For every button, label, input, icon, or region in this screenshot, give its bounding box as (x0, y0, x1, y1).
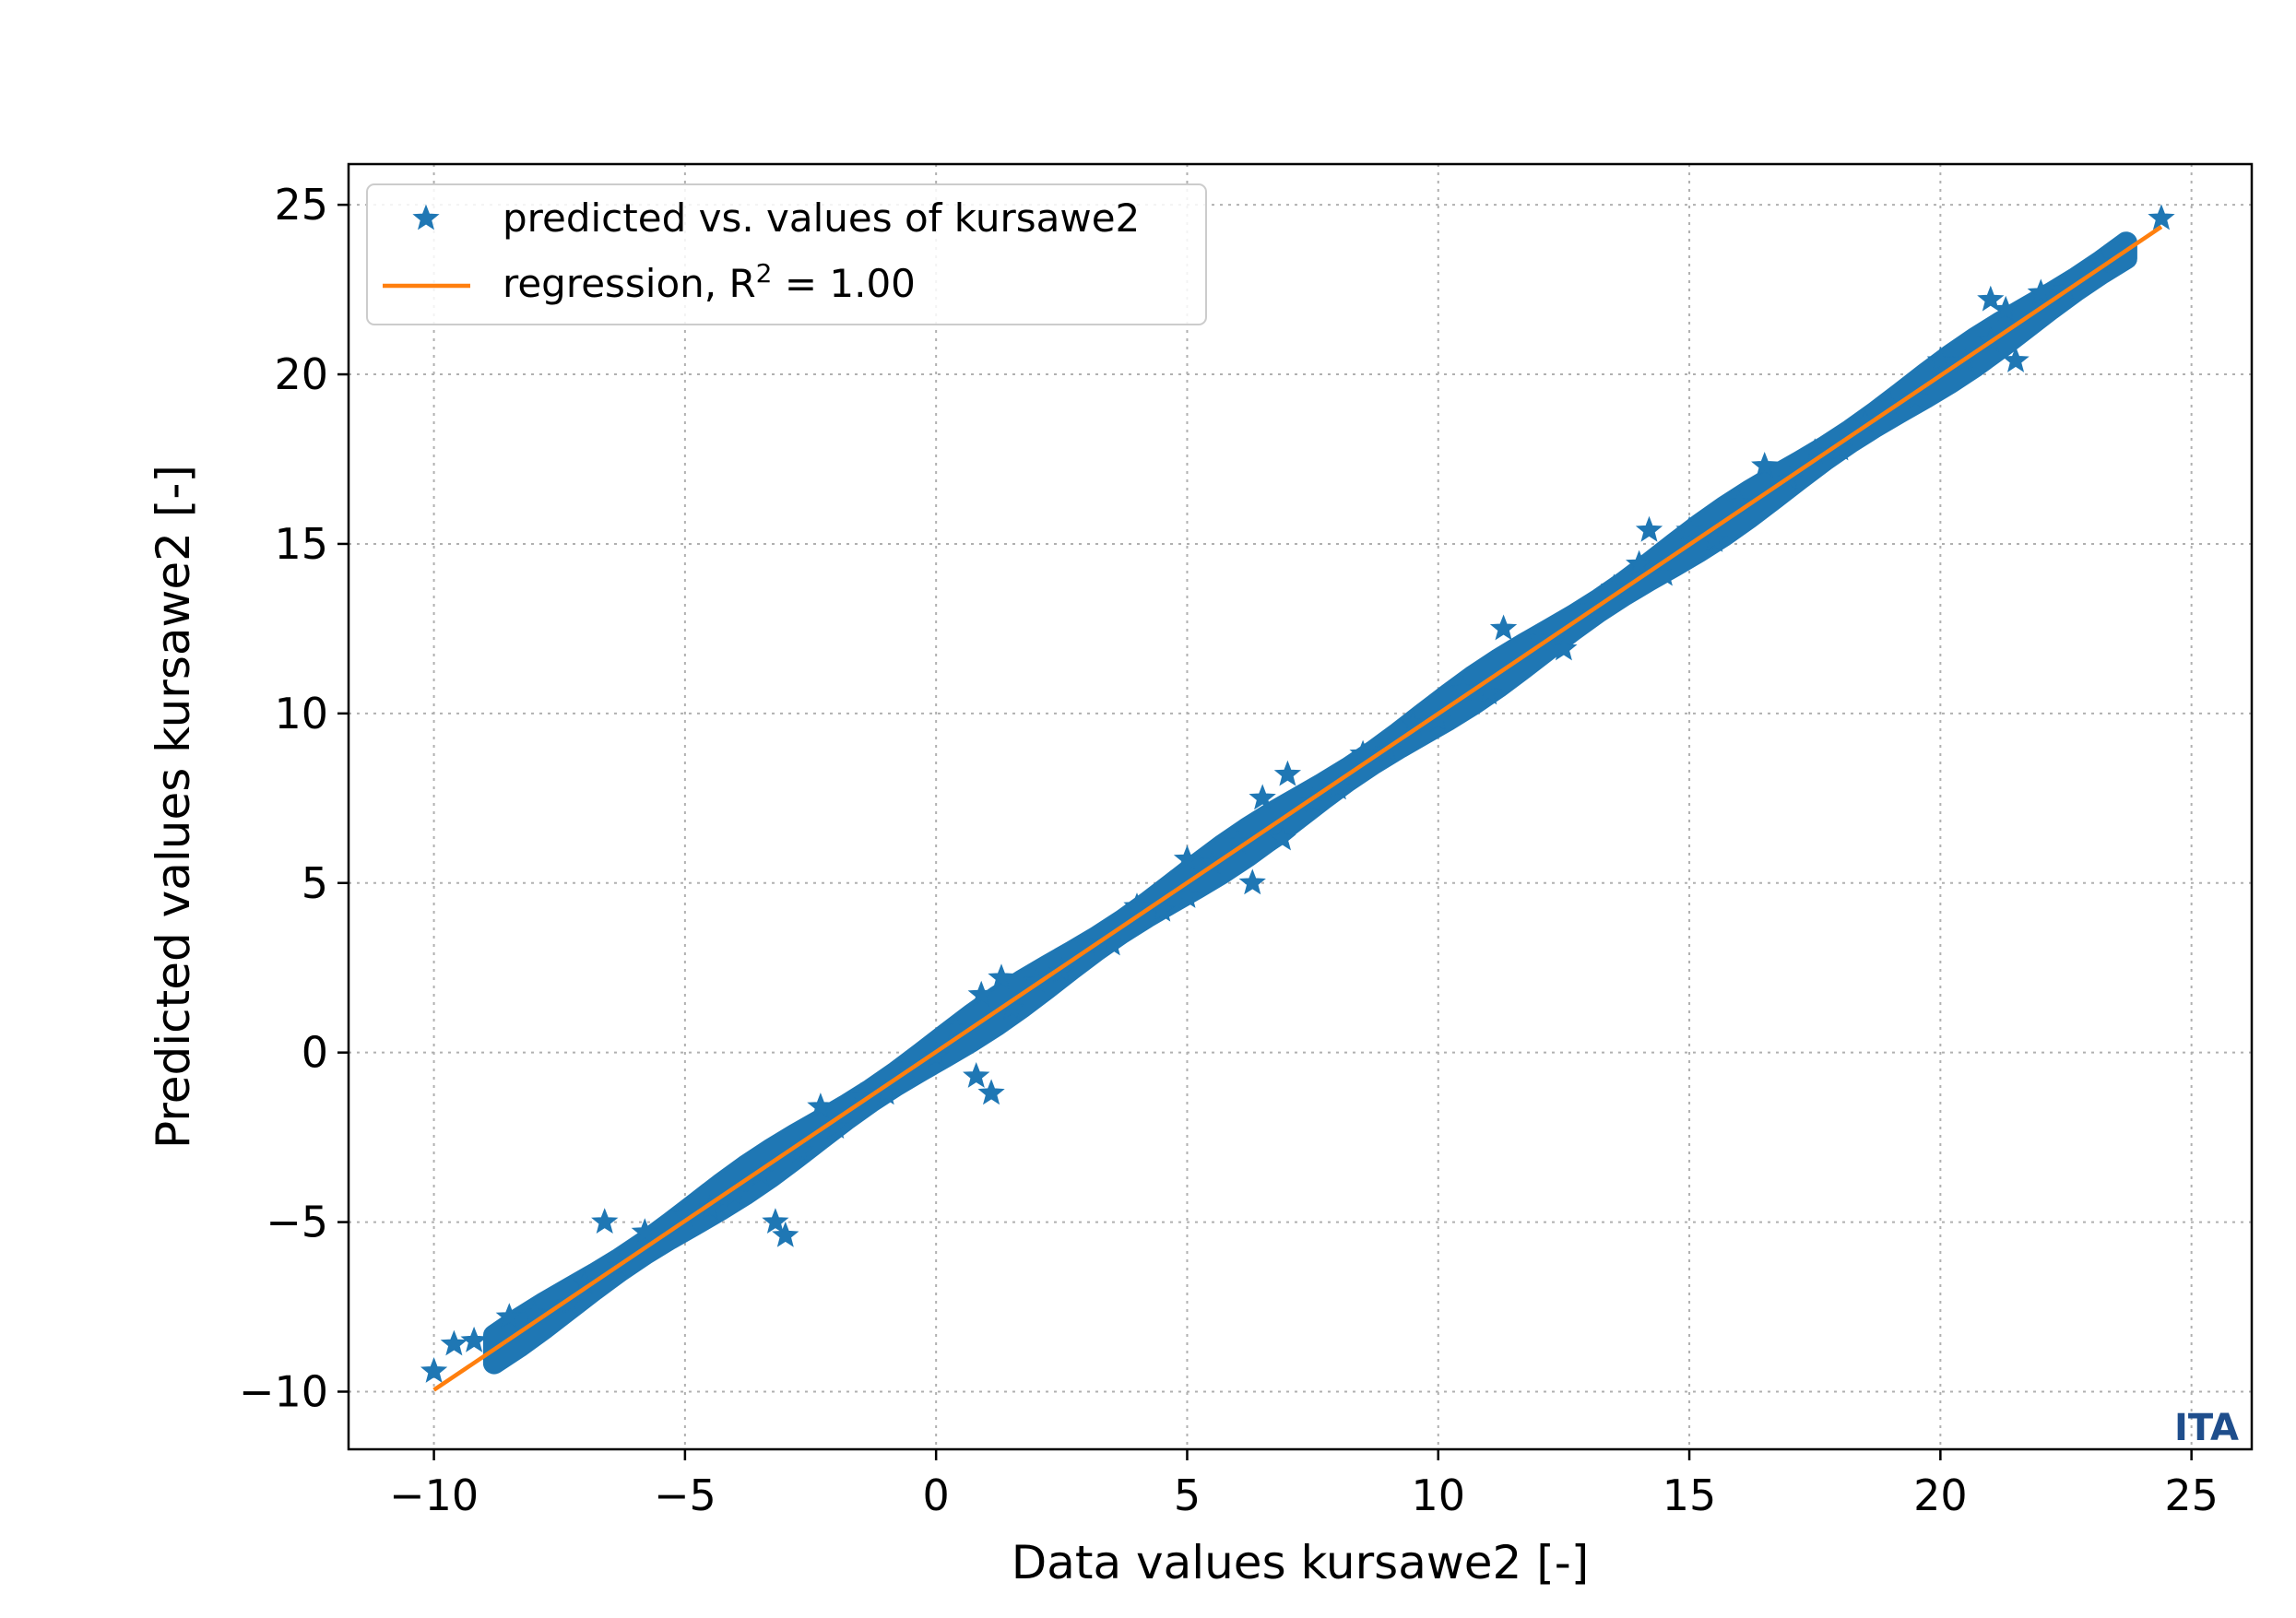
plot-frame (347, 162, 2254, 1451)
scatter-point (1425, 705, 1452, 732)
scatter-point (922, 1041, 950, 1068)
scatter-point (1249, 784, 1276, 810)
scatter-point (1826, 434, 1854, 461)
scatter-point (1349, 739, 1377, 766)
scatter-point (1635, 515, 1663, 542)
scatter-point (872, 1079, 900, 1105)
scatter-point (1047, 957, 1075, 983)
scatter-point (555, 1289, 584, 1316)
scatter-point (1269, 824, 1296, 851)
regression-line-group (432, 225, 2163, 1392)
y-tick-label: 20 (274, 349, 328, 399)
scatter-point (1992, 295, 2019, 322)
y-tick-label: −5 (266, 1198, 328, 1247)
y-tick-label: 5 (302, 858, 328, 908)
x-tick-label: 10 (1411, 1470, 1465, 1520)
scatter-point (998, 994, 1025, 1021)
legend-regression-label: regression, R2 = 1.00 (503, 258, 916, 307)
scatter-point (787, 1136, 814, 1163)
scatter-point (631, 1218, 658, 1245)
scatter-point (1926, 346, 1955, 372)
scatter-point (591, 1208, 619, 1234)
scatter-point (1675, 515, 1703, 542)
scatter-point (772, 1221, 799, 1247)
legend-regression-sup: 2 (756, 258, 773, 289)
scatter-point (1550, 634, 1578, 661)
y-tick-label: 10 (274, 689, 328, 738)
scatter-point (1123, 892, 1151, 918)
x-tick-label: 25 (2164, 1470, 2219, 1520)
y-tick-label: 15 (274, 519, 328, 569)
scatter-point (495, 1303, 523, 1329)
scatter-point (977, 1079, 1005, 1105)
scatter-point (1173, 882, 1201, 908)
scatter-point (460, 1326, 488, 1352)
legend-regression-suffix: = 1.00 (773, 261, 916, 306)
scatter-point (1474, 679, 1502, 705)
x-tick-label: 0 (923, 1470, 950, 1520)
scatter-point (721, 1180, 749, 1207)
legend-star-marker (412, 204, 440, 230)
scatter-point (746, 1160, 775, 1187)
x-tick-label: −10 (389, 1470, 479, 1520)
scatter-point (1238, 868, 1266, 895)
y-tick-label: 25 (274, 180, 328, 230)
scatter-point (2002, 346, 2030, 372)
x-axis-label: Data values kursawe2 [-] (1012, 1536, 1590, 1589)
y-tick-label: −10 (239, 1366, 328, 1416)
scatter-point (967, 980, 995, 1007)
scatter-point (696, 1194, 724, 1221)
scatter-point (440, 1329, 468, 1356)
scatter-point (1751, 452, 1779, 478)
scatter-point (807, 1092, 834, 1118)
ita-watermark: ITA (2174, 1407, 2239, 1449)
scatter-point (1901, 384, 1929, 410)
y-tick-label: 0 (302, 1028, 328, 1078)
scatter-point (420, 1357, 448, 1383)
legend-star-icon (412, 204, 440, 230)
scatter-point (1273, 760, 1302, 786)
scatter-point (963, 1062, 990, 1088)
scatter-point (822, 1113, 849, 1140)
axis-ticks: −10 −5 0 5 10 15 20 25 −10 −5 0 5 10 15 20 25 (239, 180, 2219, 1520)
scatter-point (988, 963, 1015, 990)
legend-scatter-label: predicted vs. values of kursawe2 (503, 195, 1140, 241)
x-tick-label: 20 (1913, 1470, 1968, 1520)
scatter-point (520, 1299, 549, 1326)
scatter-point (1977, 285, 2005, 312)
scatter-point (1625, 549, 1653, 576)
legend: predicted vs. values of kursawe2 regress… (366, 183, 1207, 325)
scatter-point (1489, 614, 1518, 641)
scatter-point (2027, 278, 2054, 305)
x-tick-label: −5 (654, 1470, 716, 1520)
scatter-point (942, 1014, 970, 1041)
x-tick-label: 15 (1663, 1470, 1717, 1520)
x-tick-label: 5 (1174, 1470, 1201, 1520)
scatter-point (762, 1208, 789, 1234)
regression-line (432, 225, 2163, 1392)
legend-regression-prefix: regression, R (503, 261, 756, 306)
scatter-point (1173, 844, 1201, 871)
scatter-point (2148, 204, 2175, 230)
legend-box (366, 183, 1207, 325)
scatter-point (1324, 774, 1352, 800)
y-axis-label: Predicted values kursawe2 [-] (147, 465, 200, 1149)
